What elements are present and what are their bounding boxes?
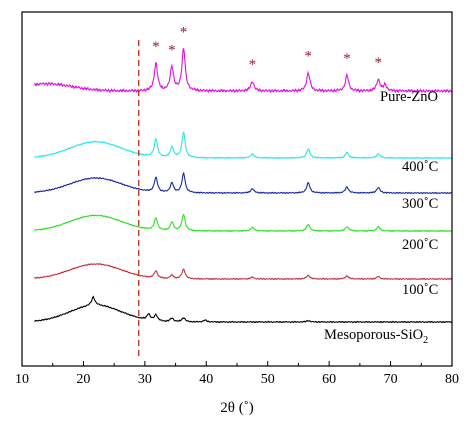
x-tick-label-20: 20 [76,372,90,387]
x-tick-label-40: 40 [199,372,213,387]
peak-marker-6: * [343,51,351,67]
peak-marker-2: * [168,43,176,59]
x-tick-label-10: 10 [15,372,29,387]
peak-marker-4: * [249,57,257,73]
series-label-400-c: 400˚C [402,159,438,175]
series-line-100-c [33,262,453,281]
x-tick-label-60: 60 [322,372,336,387]
series-label-100-c: 100˚C [402,282,438,298]
series-label-300-c: 300˚C [402,196,438,212]
x-tick-group: 10 20 30 40 50 60 70 80 [15,361,459,387]
plot-frame [21,11,453,367]
series-label-pure-zno: Pure-ZnO [380,89,438,105]
peak-marker-3: * [180,25,188,41]
x-tick-label-50: 50 [261,372,275,387]
peak-marker-group: * **** * * [152,25,382,73]
series-line-pure-zno [33,47,453,94]
peak-marker-5: * [305,49,313,65]
series-group [33,47,453,324]
series-label-mesoporous-sio2: Mesoporous-SiO2 [324,327,428,346]
series-label-group: Pure-ZnO 400˚C 300˚C 200˚C 100˚C Mesoporous-S… [324,89,438,346]
x-tick-label-70: 70 [384,372,398,387]
series-line-200-c [34,213,453,233]
series-line-300-c [34,171,453,195]
peak-marker-7: * [375,55,383,71]
series-label-200-c: 200˚C [402,237,438,253]
peak-marker-1: * [152,39,160,55]
x-tick-label-80: 80 [445,372,459,387]
x-axis-title: 2θ (˚) [220,400,253,416]
series-line-mesoporous-sio2 [34,295,452,324]
x-tick-label-30: 30 [138,372,152,387]
series-line-400-c [34,131,453,160]
